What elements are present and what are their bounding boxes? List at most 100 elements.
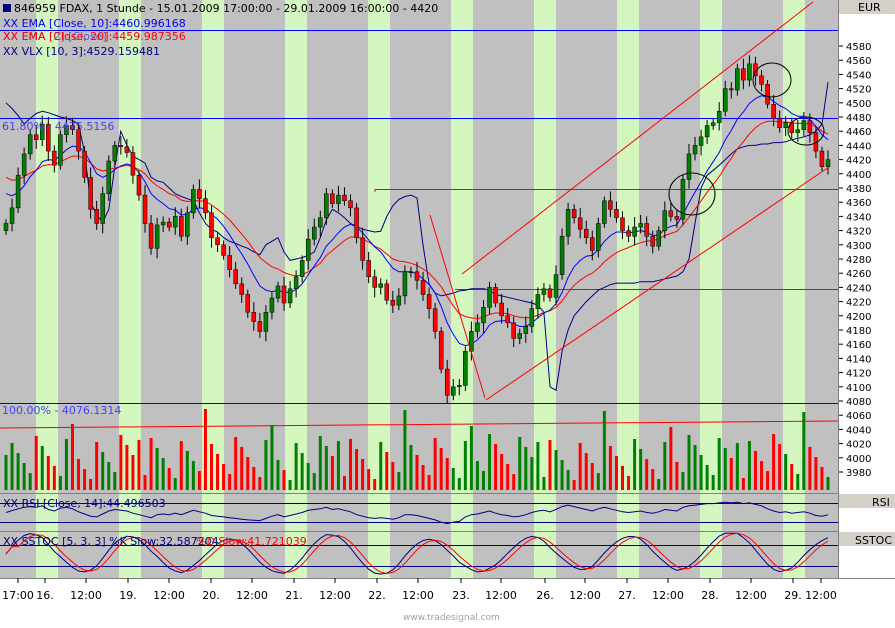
- volume-bar: [554, 450, 558, 490]
- candle-body: [547, 288, 553, 298]
- volume-bar: [717, 438, 721, 490]
- candle-body: [765, 84, 770, 105]
- candle-body: [3, 223, 9, 231]
- candle-body: [342, 194, 347, 202]
- volume-bar: [735, 443, 739, 490]
- candle-body: [15, 174, 21, 209]
- volume-bar: [113, 472, 117, 490]
- time-tick-label: 12:00: [805, 589, 837, 602]
- session-band: [368, 494, 390, 531]
- candle-body: [9, 207, 15, 224]
- volume-bar: [70, 424, 74, 490]
- guide-lines: [0, 30, 839, 429]
- candle-body: [70, 125, 75, 131]
- volume-bar: [494, 444, 498, 490]
- candle-body: [318, 217, 323, 228]
- candle-body: [203, 198, 208, 214]
- price-tick-label: 4020: [846, 440, 871, 451]
- candle-body: [100, 193, 105, 224]
- price-tick-label: 4260: [846, 269, 871, 280]
- candle-body: [136, 174, 142, 196]
- candle-body: [505, 315, 510, 324]
- volume-bar: [28, 473, 32, 490]
- volume-bar: [506, 464, 510, 490]
- candle-body: [741, 68, 746, 81]
- price-tick-label: 4100: [846, 383, 871, 394]
- volume-bar: [385, 452, 389, 490]
- candle-body: [771, 103, 776, 119]
- volume-bar: [469, 426, 473, 490]
- volume-bar: [16, 453, 20, 490]
- volume-bar: [258, 477, 262, 490]
- candle-body: [553, 274, 559, 298]
- candle-body: [336, 194, 341, 204]
- rsi-axis-label: RSI: [872, 496, 890, 509]
- volume-bar: [197, 471, 201, 490]
- time-tick-label: 12:00: [236, 589, 268, 602]
- ema10-label: XX EMA [Close, 10]:4460.996168: [3, 17, 186, 30]
- candle-body: [723, 88, 728, 112]
- candle-body: [106, 160, 111, 194]
- volume-bar: [391, 462, 395, 490]
- candle-body: [795, 129, 801, 133]
- price-tick-label: 4140: [846, 354, 871, 365]
- volume-bar: [820, 467, 824, 490]
- volume-bar: [318, 436, 322, 490]
- volume-bar: [723, 448, 727, 490]
- volume-bar: [651, 469, 655, 490]
- price-tick-label: 4400: [846, 170, 871, 181]
- candle-body: [227, 255, 232, 270]
- volume-bar: [542, 477, 546, 490]
- volume-bar: [572, 480, 576, 490]
- volume-bar: [578, 443, 582, 490]
- candle-body: [807, 120, 813, 133]
- volume-bar: [216, 454, 220, 490]
- candle-body: [698, 136, 704, 146]
- candle-body: [414, 271, 420, 281]
- rsi-line: [5, 501, 829, 525]
- volume-bar: [270, 425, 274, 490]
- candle-body: [233, 269, 238, 285]
- candle-body: [801, 120, 807, 131]
- time-tick-label: 26.: [536, 589, 554, 602]
- candle-body: [650, 236, 655, 247]
- price-tick-label: 4000: [846, 454, 871, 465]
- volume-bar: [566, 470, 570, 490]
- candle-body: [626, 230, 631, 237]
- price-tick-label: 4160: [846, 340, 871, 351]
- time-axis: 17:00 16. 12:00 19. 12:00 20. 12:00 21. 12:00 22.…: [2, 578, 837, 602]
- candle-body: [281, 285, 287, 304]
- candle-body: [426, 294, 432, 309]
- candle-body: [674, 216, 680, 220]
- volume-bar: [457, 478, 461, 490]
- time-tick-label: 12:00: [569, 589, 601, 602]
- volume-bars: [0, 409, 838, 567]
- volume-bar: [463, 441, 467, 490]
- circle-marker-1: [668, 172, 716, 216]
- candle-body: [245, 294, 251, 313]
- volume-bar: [312, 473, 316, 490]
- circle-marker-3: [787, 116, 825, 146]
- volume-bar: [276, 460, 280, 490]
- volume-bar: [524, 447, 528, 490]
- candlesticks: [3, 55, 831, 404]
- volume-bar: [240, 447, 244, 490]
- volume-bar: [500, 454, 504, 490]
- candle-body: [571, 209, 577, 219]
- volume-bar: [596, 473, 600, 490]
- volume-bar: [669, 427, 673, 490]
- volume-bar: [663, 442, 667, 490]
- session-band: [700, 494, 722, 531]
- volume-bar: [143, 475, 147, 490]
- session-band: [202, 0, 224, 493]
- price-tick-label: 4220: [846, 298, 871, 309]
- ema20-overlap-label: XX EMA [2] [Close]: [3, 30, 107, 43]
- candle-body: [596, 223, 601, 251]
- time-tick-label: 28.: [701, 589, 719, 602]
- volume-bar: [64, 439, 68, 490]
- volume-bar: [645, 459, 649, 490]
- volume-bar: [675, 462, 679, 490]
- volume-bar: [536, 442, 540, 490]
- volume-bar: [125, 445, 129, 490]
- volume-bar: [433, 438, 437, 490]
